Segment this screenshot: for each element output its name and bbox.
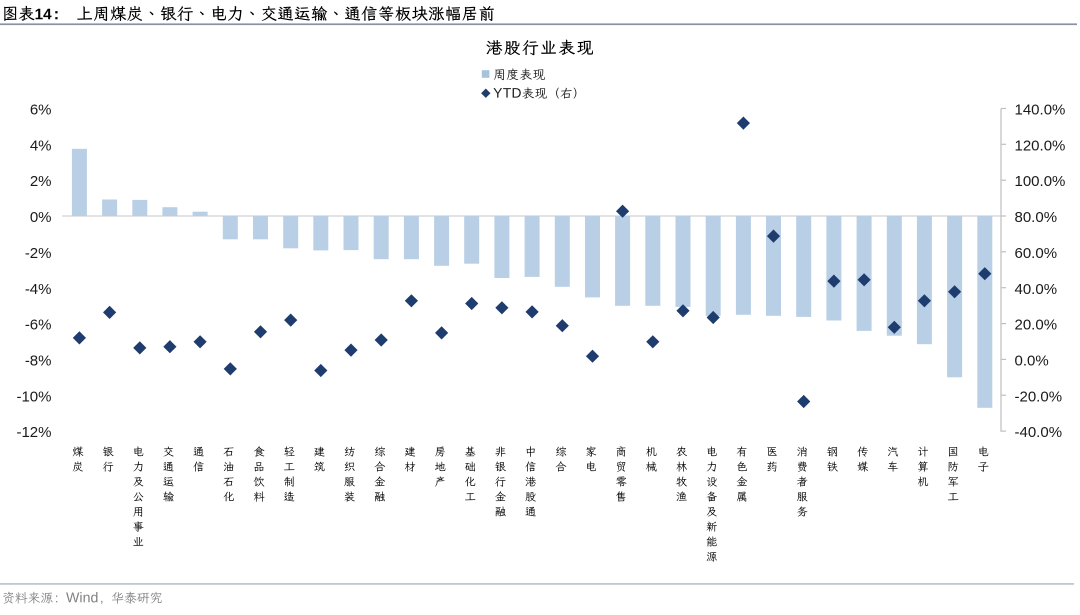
- svg-text:4%: 4%: [30, 137, 52, 154]
- svg-text:-2%: -2%: [25, 245, 52, 262]
- svg-text:120.0%: 120.0%: [1015, 137, 1066, 154]
- svg-text:140.0%: 140.0%: [1015, 102, 1066, 119]
- svg-text:6%: 6%: [30, 102, 52, 119]
- svg-text:-8%: -8%: [25, 353, 52, 370]
- svg-text:-10%: -10%: [16, 388, 51, 405]
- svg-text:-12%: -12%: [16, 424, 51, 441]
- svg-text:2%: 2%: [30, 173, 52, 190]
- svg-text:20.0%: 20.0%: [1015, 317, 1058, 334]
- svg-text:-40.0%: -40.0%: [1015, 424, 1063, 441]
- svg-text:80.0%: 80.0%: [1015, 209, 1058, 226]
- svg-text:0%: 0%: [30, 209, 52, 226]
- svg-text:100.0%: 100.0%: [1015, 173, 1066, 190]
- svg-text:0.0%: 0.0%: [1015, 353, 1049, 370]
- svg-text:-20.0%: -20.0%: [1015, 388, 1063, 405]
- svg-text:40.0%: 40.0%: [1015, 281, 1058, 298]
- svg-text:-4%: -4%: [25, 281, 52, 298]
- svg-text:60.0%: 60.0%: [1015, 245, 1058, 262]
- svg-text:-6%: -6%: [25, 317, 52, 334]
